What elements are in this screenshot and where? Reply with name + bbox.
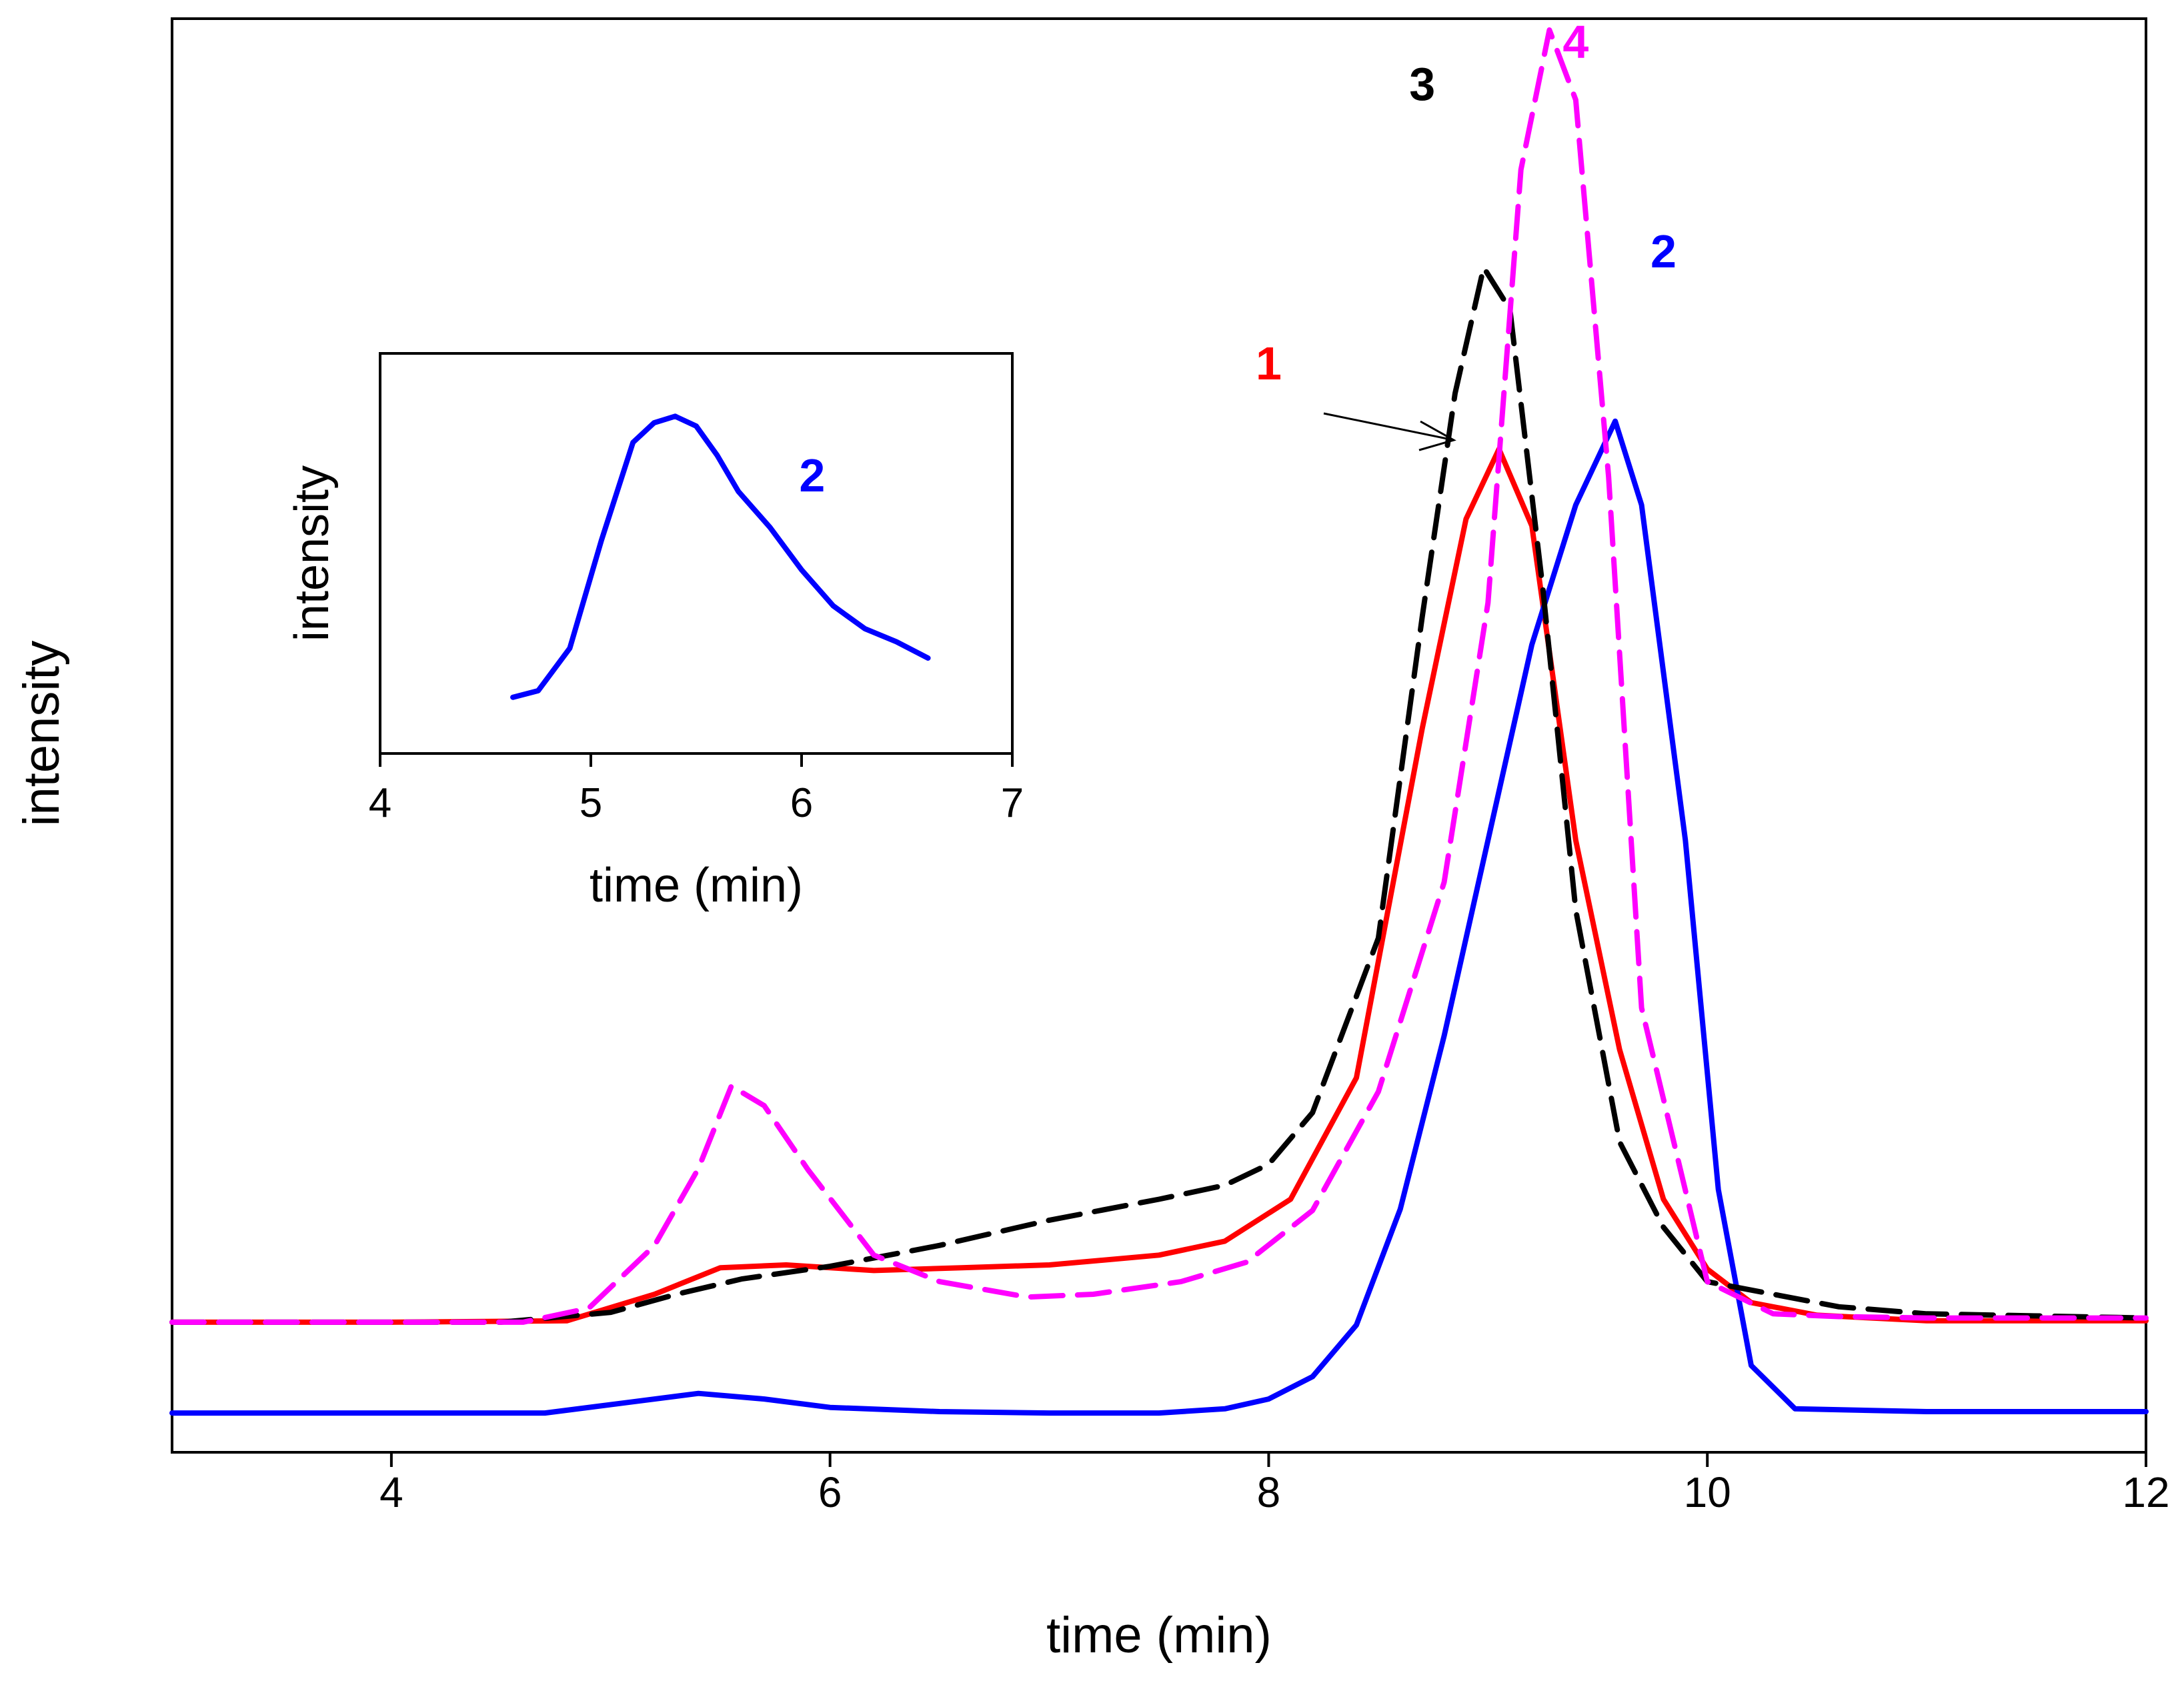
- main-x-tick-label: 8: [1257, 1468, 1281, 1516]
- inset-x-tick-label: 4: [369, 780, 391, 826]
- main-series-group: [169, 27, 2149, 1416]
- label-1-pointer-arrowhead: [1418, 420, 1456, 451]
- main-plot-frame: [171, 17, 2147, 1454]
- main-series-label-2: 2: [1651, 225, 1677, 277]
- main-series-1-line: [169, 446, 2149, 1325]
- main-x-tick-label: 4: [379, 1468, 403, 1516]
- main-x-axis-title: time (min): [1046, 1607, 1272, 1664]
- main-series-3-line: [169, 265, 2149, 1325]
- main-series-labels: 1 2 3 4: [1256, 16, 1677, 389]
- inset-series-group: [510, 413, 931, 700]
- inset-y-axis-title: intensity: [285, 465, 339, 641]
- main-x-tick-label: 10: [1684, 1468, 1731, 1516]
- inset-x-tick-label: 7: [1001, 780, 1024, 826]
- inset-background: [380, 353, 1012, 753]
- inset-x-axis-title: time (min): [590, 859, 803, 912]
- main-y-axis-title: intensity: [13, 641, 70, 827]
- inset-series-labels: 2: [799, 449, 825, 501]
- main-series-2-line: [169, 418, 2149, 1416]
- inset-series-label-2: 2: [799, 449, 825, 501]
- main-x-ticks: 4 6 8 10 12: [379, 1452, 2170, 1516]
- main-x-tick-label: 6: [818, 1468, 842, 1516]
- inset-x-tick-label: 5: [580, 780, 602, 826]
- main-series-4-line: [169, 27, 2149, 1325]
- main-x-tick-label: 12: [2122, 1468, 2169, 1516]
- inset-plot: 4 5 6 7 2 time (min) intensity: [285, 352, 1024, 912]
- inset-series-2-line: [510, 413, 931, 700]
- label-1-pointer-arrow: [1323, 412, 1454, 441]
- main-series-label-4: 4: [1562, 16, 1588, 68]
- main-series-label-1: 1: [1256, 337, 1282, 389]
- inset-x-tick-label: 6: [790, 780, 813, 826]
- inset-x-ticks: 4 5 6 7: [369, 753, 1024, 826]
- main-series-label-3: 3: [1409, 58, 1435, 110]
- inset-plot-frame: [379, 352, 1014, 755]
